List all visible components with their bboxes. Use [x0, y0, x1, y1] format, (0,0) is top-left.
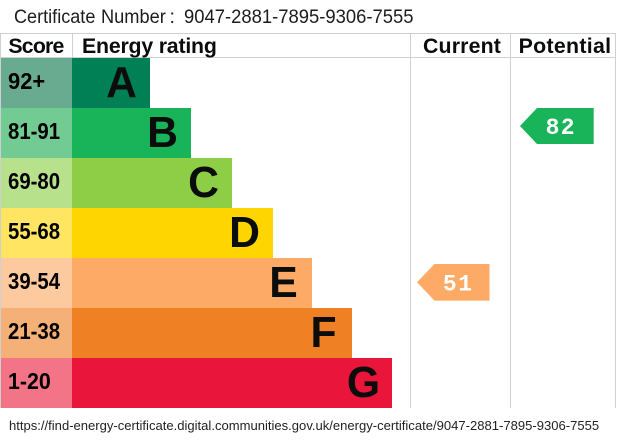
svg-text:82: 82	[545, 115, 575, 141]
svg-text:51: 51	[443, 271, 474, 297]
